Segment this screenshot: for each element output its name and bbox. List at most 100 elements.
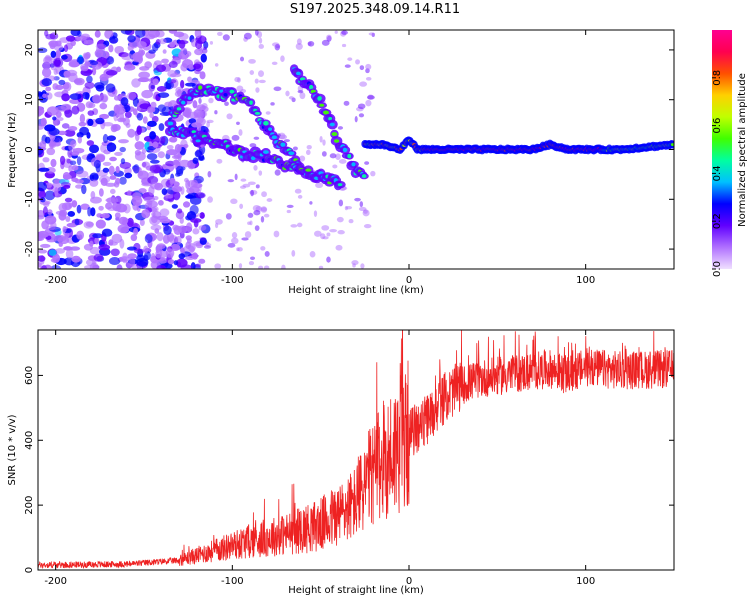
noise-blob <box>114 151 123 156</box>
noise-blob <box>264 250 270 257</box>
noise-blob <box>79 113 86 124</box>
noise-blob <box>242 183 251 188</box>
noise-blob <box>180 47 188 55</box>
noise-blob <box>143 196 156 202</box>
noise-blob <box>62 82 70 90</box>
feature-core <box>317 96 322 101</box>
noise-blob <box>175 86 184 94</box>
noise-blob <box>297 90 304 94</box>
noise-blob <box>288 96 294 100</box>
noise-blob <box>74 179 84 184</box>
noise-blob <box>190 179 199 188</box>
noise-blob <box>162 49 167 54</box>
noise-blob <box>174 143 182 153</box>
snr-frame <box>37 329 675 571</box>
noise-blob <box>114 46 125 55</box>
noise-blob <box>105 83 116 93</box>
noise-blob <box>182 201 191 208</box>
noise-blob <box>186 187 195 194</box>
noise-blob <box>179 247 185 253</box>
noise-blob <box>283 139 290 143</box>
noise-blob <box>52 253 61 263</box>
noise-blob <box>165 248 175 258</box>
noise-blob <box>127 35 136 43</box>
feature-core <box>263 150 269 154</box>
noise-blob <box>38 167 50 172</box>
noise-blob <box>136 102 142 112</box>
noise-blob <box>96 213 103 218</box>
noise-blob <box>147 176 159 185</box>
noise-blob <box>105 70 118 76</box>
noise-blob <box>136 125 142 135</box>
feature-core <box>263 121 269 126</box>
feature-core <box>219 89 224 93</box>
noise-blob <box>114 212 121 219</box>
noise-blob <box>285 90 290 97</box>
colorbar-tick-label: 0.4 <box>712 165 723 181</box>
noise-blob <box>92 94 102 104</box>
feature-core <box>229 89 235 94</box>
noise-blob <box>82 92 90 100</box>
noise-blob <box>270 102 275 106</box>
feature-core <box>319 103 325 107</box>
noise-blob <box>344 64 351 68</box>
noise-blob <box>313 210 318 217</box>
feature-core <box>347 153 352 159</box>
noise-blob <box>149 112 154 119</box>
noise-blob <box>185 194 194 199</box>
noise-blob <box>247 221 251 225</box>
noise-blob <box>291 250 296 257</box>
feature-core <box>191 130 197 134</box>
noise-blob <box>129 256 136 267</box>
feature-core <box>176 107 182 111</box>
noise-blob <box>60 181 71 188</box>
noise-blob <box>86 140 95 146</box>
noise-blob <box>178 253 186 260</box>
noise-blob <box>93 159 101 169</box>
noise-blob <box>248 58 256 64</box>
feature-core <box>329 122 335 127</box>
noise-blob <box>68 202 73 208</box>
noise-blob <box>161 188 168 195</box>
noise-blob <box>226 113 233 120</box>
noise-blob <box>168 60 178 69</box>
noise-blob <box>149 131 157 140</box>
snr-ytick-label: 600 <box>24 366 35 385</box>
noise-blob <box>169 41 176 48</box>
noise-blob <box>182 111 189 117</box>
noise-blob <box>227 243 236 248</box>
noise-blob <box>180 79 185 89</box>
noise-blob <box>40 243 51 248</box>
feature-core <box>268 127 273 131</box>
noise-blob <box>85 101 93 109</box>
noise-blob <box>168 235 179 244</box>
noise-blob <box>44 124 56 132</box>
noise-blob <box>60 103 72 111</box>
noise-blob <box>151 115 159 123</box>
noise-blob <box>127 253 137 260</box>
noise-blob <box>258 44 264 49</box>
noise-blob <box>266 198 273 202</box>
noise-blob <box>99 73 109 82</box>
noise-blob <box>152 78 159 86</box>
noise-blob <box>46 147 56 156</box>
noise-blob <box>38 124 45 130</box>
noise-blob <box>189 204 199 215</box>
noise-blob <box>64 197 73 203</box>
noise-blob <box>75 184 84 189</box>
feature-core <box>337 183 343 187</box>
snr-xlabel: Height of straight line (km) <box>288 585 424 596</box>
noise-blob <box>177 151 182 162</box>
noise-blob <box>115 177 121 185</box>
noise-blob <box>236 121 240 125</box>
noise-blob <box>329 153 337 159</box>
noise-blob <box>137 77 150 83</box>
noise-blob <box>335 244 343 251</box>
noise-blob <box>149 164 161 174</box>
spectrogram-xtick-label: 0 <box>406 275 412 286</box>
noise-blob <box>271 42 280 47</box>
noise-blob <box>78 121 87 127</box>
noise-blob <box>101 228 113 237</box>
noise-blob <box>230 198 238 205</box>
feature-core <box>167 121 174 126</box>
